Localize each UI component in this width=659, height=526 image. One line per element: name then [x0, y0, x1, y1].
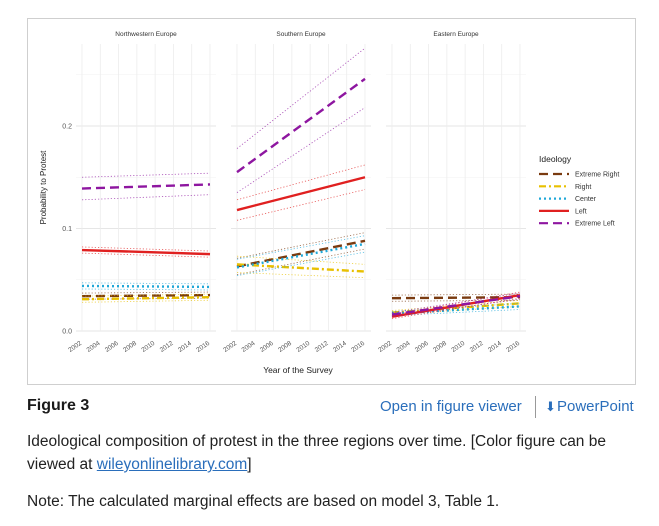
panel-background — [386, 44, 526, 331]
caption-text: Ideological composition of protest in th… — [27, 433, 606, 473]
confidence-band-upper — [81, 291, 211, 294]
figure-caption: Ideological composition of protest in th… — [27, 430, 627, 476]
legend-item: Left — [575, 208, 587, 215]
confidence-band-lower — [391, 299, 521, 302]
x-tick-label: 2002 — [67, 340, 83, 354]
legend-title: Ideology — [539, 154, 572, 164]
legend-item: Right — [575, 184, 591, 191]
x-tick-label: 2008 — [432, 340, 448, 354]
download-icon: ⬇ — [545, 399, 556, 414]
x-tick-label: 2004 — [241, 340, 257, 354]
x-tick-label: 2012 — [314, 340, 330, 354]
series-line-extreme-right — [391, 295, 521, 300]
divider — [535, 396, 536, 418]
x-tick-label: 2014 — [332, 340, 348, 354]
y-tick-label: 0.1 — [62, 226, 72, 233]
confidence-band-lower — [391, 309, 521, 317]
wiley-link[interactable]: wileyonlinelibrary.com — [96, 456, 248, 473]
caption-end: ] — [247, 456, 252, 473]
confidence-band-upper — [81, 293, 211, 297]
figure-note: Note: The calculated marginal effects ar… — [27, 493, 500, 510]
confidence-band-lower — [236, 251, 366, 277]
open-figure-viewer-link[interactable]: Open in figure viewer — [380, 398, 522, 415]
x-tick-label: 2016 — [505, 340, 521, 354]
x-tick-label: 2010 — [450, 340, 466, 354]
panel-title: Eastern Europe — [433, 31, 479, 38]
confidence-band-upper — [391, 291, 521, 315]
x-axis-label: Year of the Survey — [263, 365, 333, 375]
confidence-band-lower — [81, 194, 211, 201]
y-axis-label: Probability to Protest — [39, 150, 48, 225]
confidence-band-lower — [236, 272, 366, 279]
confidence-band-upper — [236, 235, 366, 260]
x-tick-label: 2006 — [259, 340, 275, 354]
x-tick-label: 2012 — [469, 340, 485, 354]
figure-image[interactable]: 2002 2004 2006 2008 2010 2012 2014 2016 Northwes… — [27, 18, 636, 385]
x-tick-label: 2006 — [104, 340, 120, 354]
confidence-band-upper — [81, 172, 211, 178]
series-line-right — [236, 263, 366, 273]
confidence-band-lower — [391, 297, 521, 320]
confidence-band-upper — [81, 246, 211, 252]
confidence-band-lower — [81, 288, 211, 291]
series-line-extreme-right — [236, 239, 366, 268]
y-tick-label: 0.0 — [62, 329, 72, 336]
confidence-band-lower — [236, 189, 366, 221]
confidence-band-lower — [236, 107, 366, 193]
legend-item: Extreme Left — [575, 221, 615, 228]
series-line-left — [236, 176, 366, 212]
confidence-band-lower — [391, 306, 521, 315]
x-tick-label: 2010 — [140, 340, 156, 354]
series-line-extreme-right — [81, 293, 211, 298]
x-tick-label: 2002 — [222, 340, 238, 354]
x-tick-label: 2006 — [414, 340, 430, 354]
x-tick-label: 2004 — [396, 340, 412, 354]
confidence-band-upper — [391, 292, 521, 313]
series-line-center — [81, 284, 211, 289]
x-tick-label: 2008 — [122, 340, 138, 354]
powerpoint-link[interactable]: ⬇PowerPoint — [545, 398, 634, 415]
series-line-right — [81, 295, 211, 301]
x-tick-label: 2014 — [487, 340, 503, 354]
legend-item: Extreme Right — [575, 172, 619, 179]
confidence-band-upper — [236, 255, 366, 265]
figure-label: Figure 3 — [27, 397, 90, 414]
confidence-band-upper — [236, 47, 366, 149]
powerpoint-label: PowerPoint — [557, 398, 634, 415]
figure-header-row: Figure 3 Open in figure viewer ⬇PowerPoi… — [27, 396, 639, 420]
confidence-band-lower — [391, 298, 521, 318]
confidence-band-upper — [391, 293, 521, 296]
panel-background — [231, 44, 371, 331]
chart: 2002 2004 2006 2008 2010 2012 2014 2016Northwes… — [39, 31, 619, 375]
confidence-band-upper — [81, 282, 211, 285]
x-tick-label: 2016 — [195, 340, 211, 354]
series-line-extreme-left — [236, 77, 366, 174]
y-tick-label: 0.2 — [62, 124, 72, 131]
x-tick-label: 2004 — [86, 340, 102, 354]
panel-title: Southern Europe — [276, 31, 326, 38]
series-line-extreme-left — [391, 294, 521, 316]
x-tick-label: 2014 — [177, 340, 193, 354]
x-tick-label: 2010 — [295, 340, 311, 354]
x-tick-label: 2016 — [350, 340, 366, 354]
x-tick-label: 2008 — [277, 340, 293, 354]
confidence-band-upper — [391, 302, 521, 312]
series-line-extreme-left — [81, 183, 211, 190]
series-line-center — [236, 242, 366, 269]
series-line-left — [81, 248, 211, 256]
x-tick-label: 2012 — [159, 340, 175, 354]
confidence-band-lower — [81, 299, 211, 303]
legend-item: Center — [575, 196, 597, 203]
confidence-band-lower — [81, 252, 211, 258]
panel-title: Northwestern Europe — [115, 31, 177, 38]
x-tick-label: 2002 — [377, 340, 393, 354]
